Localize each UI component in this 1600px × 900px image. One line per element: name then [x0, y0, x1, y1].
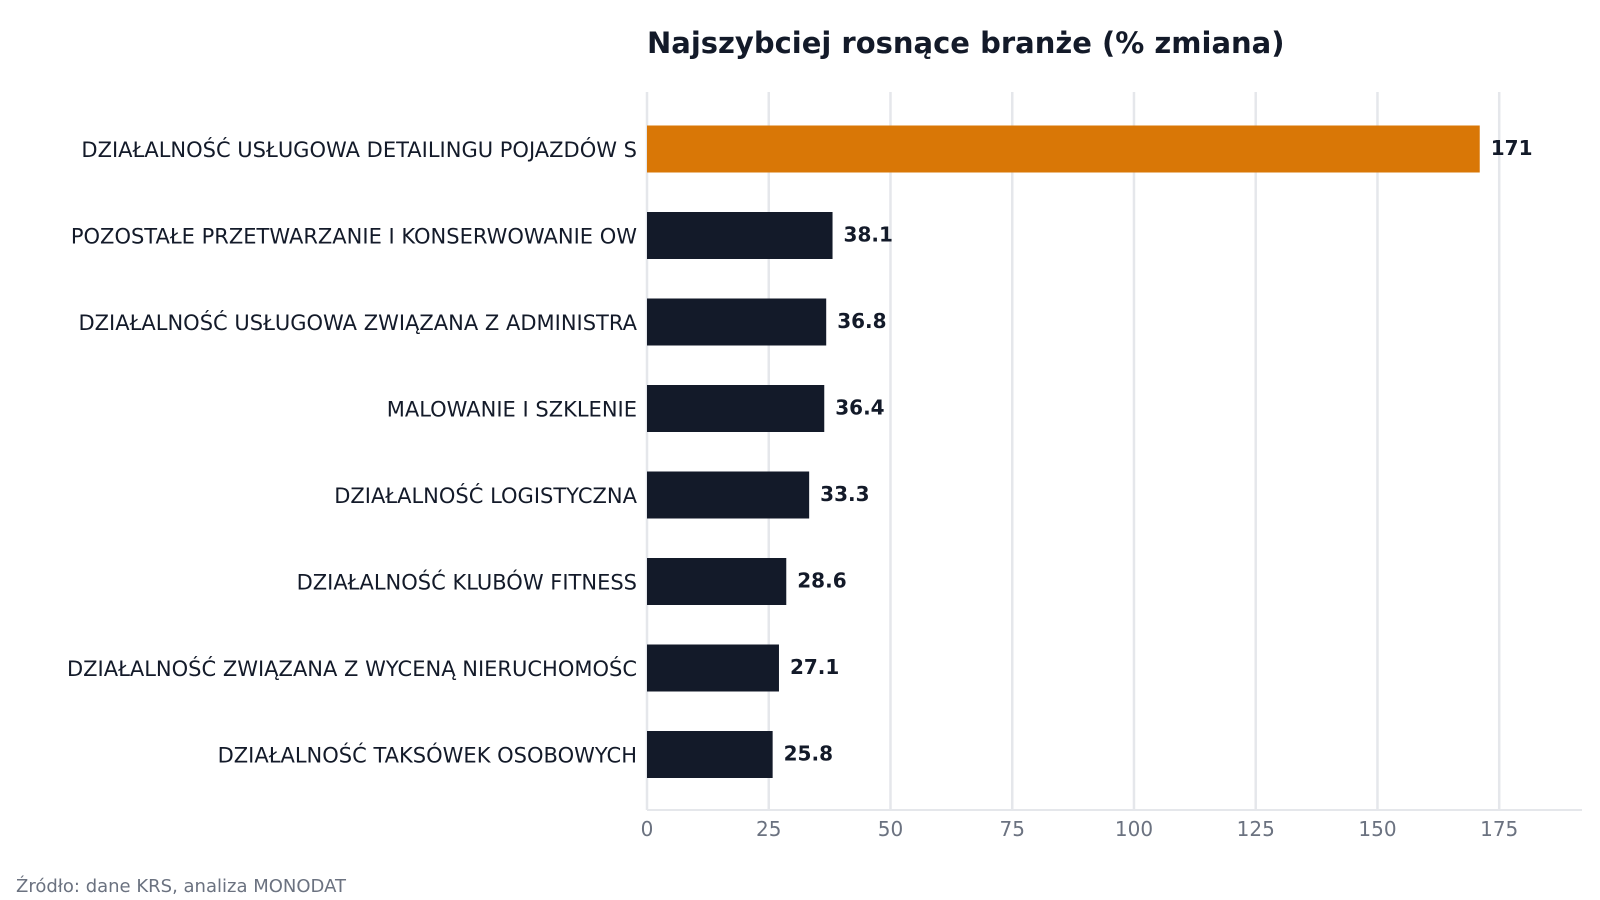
x-tick-label: 50: [878, 817, 903, 841]
grid-lines: [645, 92, 1582, 811]
x-tick-label: 25: [756, 817, 781, 841]
x-tick-label: 150: [1358, 817, 1396, 841]
category-labels: DZIAŁALNOŚĆ USŁUGOWA DETAILINGU POJAZDÓW…: [67, 137, 638, 768]
value-label: 171: [1491, 136, 1533, 160]
bar: [647, 644, 779, 692]
bar: [647, 212, 833, 259]
category-label: DZIAŁALNOŚĆ LOGISTYCZNA: [334, 483, 637, 508]
x-tick-label: 100: [1115, 817, 1153, 841]
value-label: 36.8: [837, 309, 886, 333]
x-tick-label: 75: [1000, 817, 1025, 841]
value-label: 28.6: [797, 569, 846, 593]
category-label: DZIAŁALNOŚĆ KLUBÓW FITNESS: [297, 570, 637, 595]
bar: [647, 558, 787, 605]
value-label: 36.4: [835, 396, 884, 420]
x-axis-ticks: 0 25 50 75 100 125 150 175: [641, 817, 1519, 841]
source-note: Źródło: dane KRS, analiza MONODAT: [16, 875, 347, 897]
bar: [647, 385, 825, 432]
category-label: DZIAŁALNOŚĆ USŁUGOWA ZWIĄZANA Z ADMINIST…: [78, 310, 637, 335]
value-label: 25.8: [784, 742, 833, 766]
category-label: POZOSTAŁE PRZETWARZANIE I KONSERWOWANIE …: [71, 225, 637, 249]
chart-title: Najszybciej rosnące branże (% zmiana): [647, 26, 1284, 60]
category-label: DZIAŁALNOŚĆ ZWIĄZANA Z WYCENĄ NIERUCHOMO…: [67, 656, 637, 681]
category-label: DZIAŁALNOŚĆ TAKSÓWEK OSOBOWYCH: [218, 743, 637, 768]
category-label: DZIAŁALNOŚĆ USŁUGOWA DETAILINGU POJAZDÓW…: [81, 137, 637, 162]
bar: [647, 731, 773, 778]
value-label: 38.1: [844, 223, 893, 247]
value-label: 33.3: [820, 482, 869, 506]
bar: [647, 298, 827, 346]
x-tick-label: 0: [641, 817, 654, 841]
x-tick-label: 125: [1237, 817, 1275, 841]
x-tick-label: 175: [1480, 817, 1518, 841]
value-label: 27.1: [790, 655, 839, 679]
bar: [647, 125, 1480, 173]
bar: [647, 471, 810, 519]
category-label: MALOWANIE I SZKLENIE: [387, 398, 637, 422]
value-labels: 171 38.1 36.8 36.4 33.3 28.6 27.1 25.8: [784, 136, 1533, 766]
bars: [647, 125, 1480, 778]
